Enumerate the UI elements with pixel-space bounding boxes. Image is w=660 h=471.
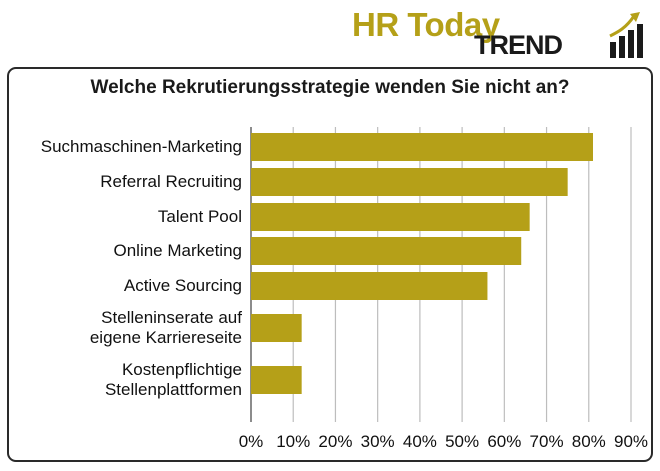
x-tick-label: 10% [276,432,311,451]
category-label-line: Kostenpflichtige [121,360,242,379]
bar [251,314,302,342]
category-label: Suchmaschinen-Marketing [41,137,242,157]
x-tick-label: 70% [529,432,564,451]
x-tick-label: 30% [360,432,395,451]
logo-trend: TREND [474,30,563,60]
category-label-line: Online Marketing [113,241,242,260]
x-tick-label: 60% [487,432,522,451]
category-label: Stelleninserate auf eigene Karriereseite [90,308,242,348]
bar [251,168,568,196]
category-label-line: Suchmaschinen-Marketing [40,137,242,156]
x-tick-label: 80% [571,432,606,451]
category-label: Referral Recruiting [100,172,242,192]
category-label-line: Referral Recruiting [100,172,242,191]
category-label: Talent Pool [158,207,242,227]
x-tick-label: 0% [238,432,264,451]
bar [251,272,488,300]
bar [251,203,530,231]
category-label-line: Stellenplattformen [104,380,242,399]
category-label-line: Stelleninserate auf [101,308,242,327]
x-tick-label: 40% [402,432,437,451]
chart-frame [7,67,653,462]
x-tick-label: 90% [613,432,649,451]
x-tick-label: 50% [445,432,480,451]
trend-bars-icon [609,12,643,58]
bar [251,133,593,161]
category-label-line: eigene Karriereseite [89,328,242,347]
category-label: Kostenpflichtige Stellenplattformen [105,360,242,400]
bar [251,237,522,265]
x-tick-label: 20% [318,432,353,451]
bar [251,366,302,394]
category-label-line: Active Sourcing [123,276,242,295]
category-label: Active Sourcing [124,276,242,296]
logo-hr-today: HR Today [352,6,500,43]
category-label-line: Talent Pool [157,207,242,226]
category-label: Online Marketing [113,241,242,261]
chart-title: Welche Rekrutierungsstrategie wenden Sie… [90,77,570,98]
